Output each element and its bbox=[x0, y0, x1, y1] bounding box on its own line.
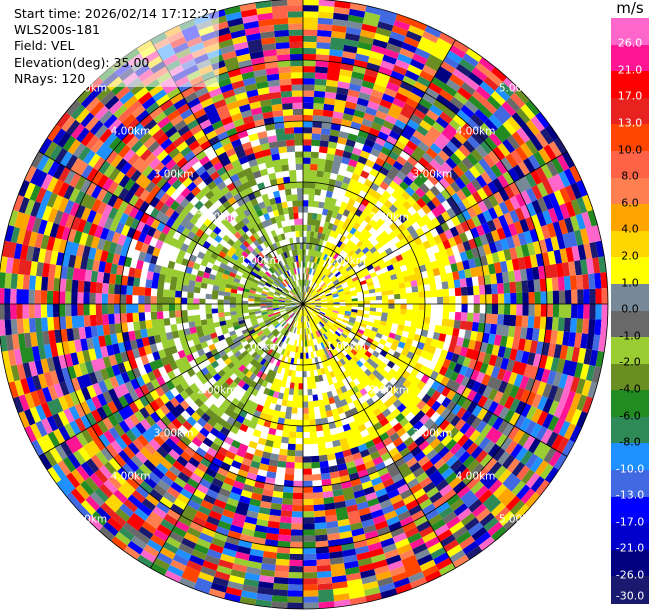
range-ring-label: 2.00km bbox=[197, 384, 237, 396]
colorbar-tick-label: -26.0 bbox=[615, 568, 645, 582]
range-ring-label: 5.00km bbox=[499, 82, 539, 94]
range-ring-label: 3.00km bbox=[154, 169, 194, 181]
colorbar-tick-label: 17.0 bbox=[617, 89, 643, 103]
colorbar-tick-label: -21.0 bbox=[615, 541, 645, 555]
colorbar-tick-label: 10.0 bbox=[617, 143, 643, 157]
azimuth-spoke bbox=[38, 303, 304, 457]
colorbar-segment bbox=[611, 150, 649, 179]
azimuth-spokes bbox=[0, 0, 608, 609]
range-ring-label: 4.00km bbox=[456, 471, 496, 483]
range-ring-label: 4.00km bbox=[456, 126, 496, 138]
colorbar-tick-label: -1.0 bbox=[619, 329, 641, 343]
colorbar-segment bbox=[611, 257, 649, 285]
colorbar-tick-label: 13.0 bbox=[617, 116, 643, 130]
colorbar-tick-label: -13.0 bbox=[615, 488, 645, 502]
range-ring-label: 3.00km bbox=[413, 427, 453, 439]
colorbar-segment bbox=[611, 230, 649, 258]
colorbar-tick-label: 8.0 bbox=[621, 169, 639, 183]
colorbar-units: m/s bbox=[616, 0, 644, 17]
range-ring-label: 2.00km bbox=[197, 212, 237, 224]
range-ring-label: 1.00km bbox=[326, 255, 366, 267]
colorbar-segment bbox=[611, 363, 649, 391]
field-text: Field: VEL bbox=[14, 38, 75, 54]
colorbar-tick-label: 4.0 bbox=[621, 222, 639, 236]
start-time-text: Start time: 2026/02/14 17:12:27 bbox=[14, 6, 218, 21]
velocity-gate-group bbox=[28, 5, 601, 603]
azimuth-spoke bbox=[302, 151, 568, 305]
colorbar-segment bbox=[611, 204, 649, 232]
colorbar-segment bbox=[611, 124, 649, 152]
range-ring-labels: 1.00km 1.00km 1.00km 1.00km 2.00km 2.00km 2.00… bbox=[67, 82, 538, 525]
scan-info-panel: Start time: 2026/02/14 17:12:27 WLS200s-… bbox=[12, 6, 220, 88]
azimuth-spoke bbox=[302, 303, 456, 569]
colorbar-segment bbox=[611, 44, 649, 72]
colorbar-tick-label: -4.0 bbox=[619, 382, 641, 396]
range-ring-label: 5.00km bbox=[499, 514, 539, 526]
velocity-colorbar: 26.0 21.0 17.0 13.0 10.0 8.0 6.0 4.0 2.0 1.0 0.0 -1… bbox=[611, 18, 649, 604]
colorbar-segment bbox=[611, 283, 649, 312]
colorbar-tick-label: 0.0 bbox=[621, 302, 639, 316]
velocity-gate-group bbox=[10, 15, 588, 606]
range-ring-label: 4.00km bbox=[111, 471, 151, 483]
colorbar-segment bbox=[611, 337, 649, 365]
velocity-gate-group bbox=[4, 5, 596, 599]
colorbar-segment bbox=[611, 71, 649, 99]
colorbar-tick-label: 21.0 bbox=[617, 63, 643, 77]
colorbar-segment bbox=[611, 390, 649, 418]
colorbar-segment bbox=[611, 496, 649, 524]
velocity-gate-group bbox=[7, 0, 593, 599]
colorbar-segment bbox=[611, 523, 649, 551]
colorbar-tick-label: -17.0 bbox=[615, 515, 645, 529]
colorbar-tick-label: 1.0 bbox=[621, 276, 639, 290]
velocity-gate-group bbox=[0, 5, 605, 603]
nrays-text: NRays: 120 bbox=[14, 70, 86, 86]
colorbar-segment bbox=[611, 177, 649, 205]
colorbar-segment bbox=[611, 470, 649, 498]
velocity-gate-group bbox=[19, 0, 608, 597]
colorbar-tick-label: -30.0 bbox=[615, 589, 645, 603]
colorbar-segment bbox=[611, 416, 649, 445]
range-ring-label: 2.00km bbox=[369, 384, 409, 396]
colorbar-segment bbox=[611, 443, 649, 471]
colorbar-segment bbox=[611, 18, 649, 46]
range-ring-label: 4.00km bbox=[111, 126, 151, 138]
azimuth-spoke bbox=[38, 151, 304, 305]
velocity-gate-group bbox=[0, 6, 594, 591]
azimuth-spoke bbox=[302, 39, 456, 305]
range-ring-label: 2.00km bbox=[369, 212, 409, 224]
colorbar-segment bbox=[611, 97, 649, 125]
instrument-name: WLS200s-181 bbox=[14, 22, 100, 38]
elevation-text: Elevation(deg): 35.00 bbox=[14, 54, 150, 70]
azimuth-spoke bbox=[302, 303, 568, 457]
range-ring-label: 5.00km bbox=[67, 514, 107, 526]
colorbar-tick-label: -10.0 bbox=[615, 462, 645, 476]
azimuth-spoke bbox=[150, 303, 304, 569]
range-ring-label: 3.00km bbox=[413, 169, 453, 181]
colorbar-tick-label: -6.0 bbox=[619, 409, 641, 423]
range-ring-label: 1.00km bbox=[240, 255, 280, 267]
velocity-gate-group bbox=[14, 17, 590, 602]
range-ring-label: 1.00km bbox=[326, 341, 366, 353]
colorbar-segment bbox=[611, 310, 649, 338]
colorbar-tick-label: 26.0 bbox=[617, 36, 643, 50]
range-ring-label: 1.00km bbox=[240, 341, 280, 353]
range-ring-label: 3.00km bbox=[154, 427, 194, 439]
colorbar-segment bbox=[611, 549, 649, 577]
colorbar-tick-label: -2.0 bbox=[619, 355, 641, 369]
colorbar-tick-label: -8.0 bbox=[619, 435, 641, 449]
colorbar-tick-label: 6.0 bbox=[621, 196, 639, 210]
velocity-gate-group bbox=[10, 18, 598, 609]
colorbar-segment bbox=[611, 576, 649, 604]
colorbar-tick-label: 2.0 bbox=[621, 249, 639, 263]
